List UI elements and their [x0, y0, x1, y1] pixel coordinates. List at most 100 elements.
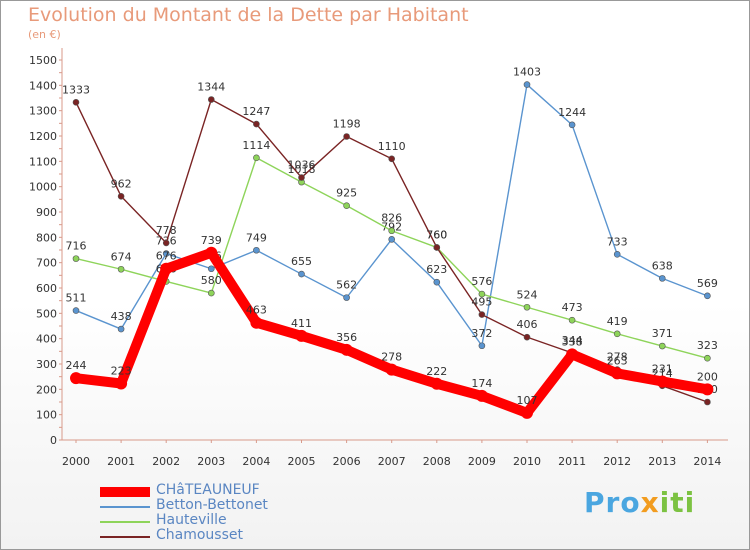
data-label-betton-bettonet: 569: [697, 277, 718, 290]
data-label-hauteville: 826: [381, 212, 402, 225]
data-point-ch-teauneuf: [160, 262, 173, 275]
data-label-betton-bettonet: 562: [336, 279, 357, 292]
data-label-ch-teauneuf: 222: [426, 365, 447, 378]
legend-swatch-chateauneuf: [100, 487, 150, 497]
data-point-betton-bettonet: [658, 275, 666, 282]
data-point-hauteville: [208, 289, 215, 297]
data-point-hauteville: [388, 227, 396, 235]
data-point-betton-bettonet: [523, 81, 531, 88]
data-point-betton-bettonet: [72, 307, 80, 314]
data-label-chamousset: 760: [426, 228, 447, 241]
y-tick-label: 1500: [29, 54, 57, 67]
data-point-chamousset: [208, 96, 215, 103]
data-label-ch-teauneuf: 278: [381, 351, 402, 364]
data-label-chamousset: 495: [471, 296, 492, 309]
x-tick-label: 2013: [648, 455, 676, 468]
legend-swatch-betton-bettonet: [100, 506, 150, 508]
data-label-ch-teauneuf: 231: [652, 362, 673, 375]
data-label-betton-bettonet: 749: [246, 231, 267, 244]
data-point-ch-teauneuf: [701, 383, 714, 396]
data-point-ch-teauneuf: [70, 372, 82, 385]
data-label-hauteville: 716: [66, 240, 87, 253]
data-label-hauteville: 1114: [242, 139, 270, 152]
data-label-betton-bettonet: 623: [426, 263, 447, 276]
data-point-hauteville: [253, 154, 260, 162]
data-point-betton-bettonet: [117, 325, 125, 333]
x-tick-label: 2003: [197, 455, 225, 468]
legend-label-betton-bettonet: Betton-Bettonet: [156, 497, 268, 513]
data-label-ch-teauneuf: 107: [517, 394, 538, 407]
data-label-chamousset: 1247: [242, 105, 270, 118]
data-point-hauteville: [523, 303, 531, 311]
x-tick-label: 2012: [603, 455, 631, 468]
data-point-ch-teauneuf: [475, 389, 488, 402]
y-tick-label: 800: [36, 231, 57, 244]
data-label-ch-teauneuf: 739: [201, 234, 222, 247]
data-point-betton-bettonet: [298, 270, 305, 278]
y-tick-label: 1000: [29, 181, 57, 194]
data-point-hauteville: [568, 316, 576, 324]
data-point-ch-teauneuf: [205, 246, 218, 259]
data-point-ch-teauneuf: [566, 348, 579, 361]
data-point-chamousset: [162, 239, 170, 247]
x-tick-label: 2006: [333, 455, 361, 468]
y-tick-label: 900: [36, 206, 57, 219]
legend-swatch-hauteville: [100, 521, 150, 523]
data-label-betton-bettonet: 792: [381, 220, 402, 233]
data-label-hauteville: 1018: [288, 163, 316, 176]
data-label-hauteville: 925: [336, 187, 357, 200]
data-point-chamousset: [343, 133, 350, 140]
data-label-betton-bettonet: 511: [66, 292, 87, 305]
data-label-ch-teauneuf: 200: [697, 370, 718, 383]
data-label-chamousset: 1333: [62, 83, 90, 96]
x-tick-label: 2010: [513, 455, 541, 468]
data-label-chamousset: 1198: [333, 118, 361, 131]
data-point-ch-teauneuf: [430, 377, 443, 390]
data-point-betton-bettonet: [568, 121, 576, 129]
data-point-betton-bettonet: [208, 265, 215, 273]
data-label-betton-bettonet: 638: [652, 259, 673, 272]
y-tick-label: 600: [36, 282, 57, 295]
data-point-betton-bettonet: [433, 278, 441, 286]
data-point-betton-bettonet: [613, 251, 621, 258]
data-label-chamousset: 278: [607, 351, 628, 364]
data-label-hauteville: 473: [562, 301, 583, 314]
data-label-chamousset: 1110: [378, 140, 406, 153]
y-tick-label: 700: [36, 257, 57, 270]
data-point-ch-teauneuf: [115, 377, 128, 390]
data-label-ch-teauneuf: 223: [111, 365, 132, 378]
data-label-ch-teauneuf: 356: [336, 331, 357, 344]
legend-swatch-chamousset: [100, 536, 150, 538]
data-label-chamousset: 344: [562, 334, 583, 347]
data-point-ch-teauneuf: [656, 375, 669, 388]
data-label-chamousset: 962: [111, 177, 132, 190]
legend-label-chamousset: Chamousset: [156, 527, 243, 543]
data-point-ch-teauneuf: [295, 329, 308, 342]
data-point-ch-teauneuf: [611, 367, 624, 380]
data-point-ch-teauneuf: [340, 343, 353, 356]
data-point-hauteville: [117, 265, 125, 273]
data-label-chamousset: 406: [517, 318, 538, 331]
y-tick-label: 0: [50, 434, 57, 447]
x-tick-label: 2000: [62, 455, 90, 468]
data-label-chamousset: 1036: [288, 159, 316, 172]
data-point-hauteville: [343, 202, 350, 209]
data-point-hauteville: [613, 330, 621, 338]
data-label-betton-bettonet: 1403: [513, 66, 541, 79]
legend-label-chateauneuf: CHâTEAUNEUF: [156, 482, 260, 498]
data-point-chamousset: [433, 244, 441, 251]
data-label-hauteville: 419: [607, 315, 628, 328]
x-tick-label: 2005: [288, 455, 316, 468]
data-label-ch-teauneuf: 263: [607, 354, 628, 367]
data-point-betton-bettonet: [162, 250, 170, 257]
line-chart: 0 100 200 300 400 500 600 700 800 900 1000 1100 1200…: [29, 48, 728, 468]
data-point-chamousset: [72, 99, 80, 106]
data-point-betton-bettonet: [478, 342, 486, 350]
data-point-ch-teauneuf: [250, 316, 263, 329]
data-point-betton-bettonet: [343, 294, 350, 301]
data-label-hauteville: 576: [471, 275, 492, 288]
data-label-chamousset: 1344: [197, 81, 225, 94]
data-label-ch-teauneuf: 676: [156, 250, 177, 263]
data-point-chamousset: [388, 155, 396, 163]
